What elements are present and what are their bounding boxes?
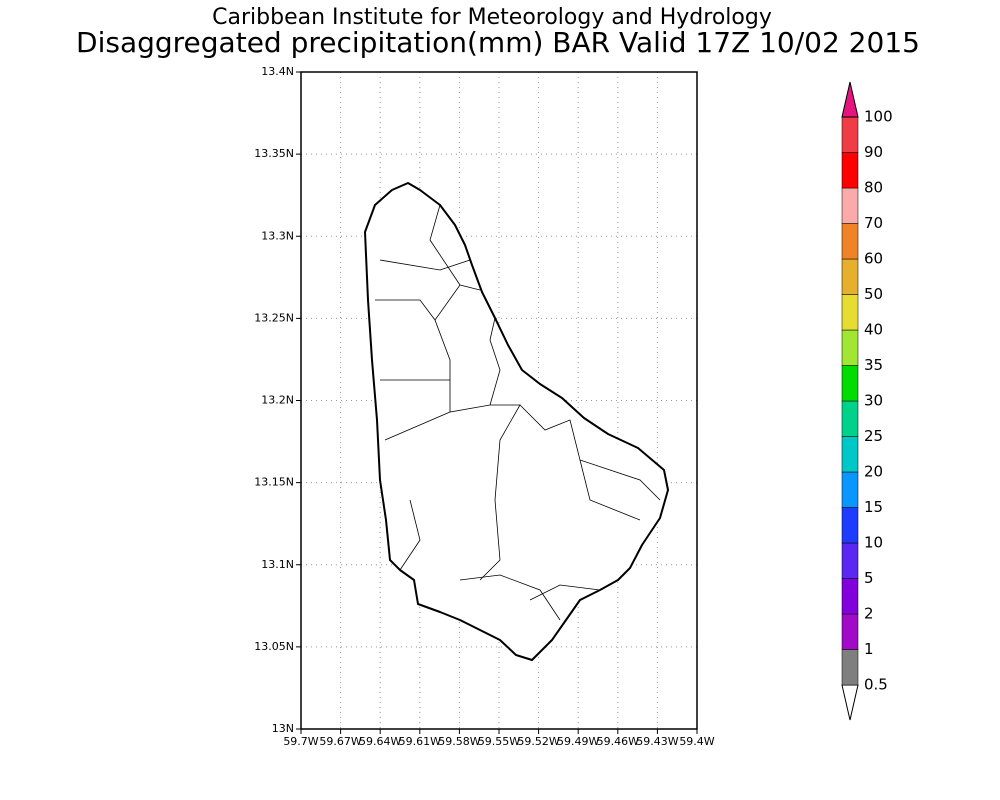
colorbar-under: [841, 684, 859, 721]
colorbar-segment: [841, 329, 859, 366]
x-tick-label: 59.55W: [478, 735, 520, 748]
y-tick-label: 13.15N: [254, 476, 294, 489]
colorbar-segment: [841, 613, 859, 650]
colorbar-segment: [841, 507, 859, 544]
colorbar-segment: [841, 294, 859, 331]
colorbar-label: 80: [864, 179, 883, 197]
colorbar-segment: [841, 471, 859, 508]
colorbar-segment: [841, 542, 859, 579]
title: Caribbean Institute for Meteorology and …: [212, 5, 772, 30]
colorbar-label: 30: [864, 392, 883, 410]
x-tick-label: 59.61W: [399, 735, 441, 748]
subtitle: Disaggregated precipitation(mm) BAR Vali…: [76, 26, 920, 59]
colorbar-label: 100: [864, 108, 893, 126]
x-tick-label: 59.49W: [557, 735, 599, 748]
colorbar-label: 70: [864, 214, 883, 232]
colorbar-label: 2: [864, 605, 874, 623]
x-tick-label: 59.7W: [283, 735, 318, 748]
colorbar-label: 10: [864, 534, 883, 552]
colorbar-segment: [841, 187, 859, 224]
colorbar-segment: [841, 649, 859, 686]
x-tick-label: 59.43W: [636, 735, 678, 748]
y-tick-label: 13.1N: [261, 558, 294, 571]
colorbar-segment: [841, 152, 859, 189]
x-tick-label: 59.4W: [679, 735, 714, 748]
colorbar-segment: [841, 436, 859, 473]
x-tick-label: 59.58W: [438, 735, 480, 748]
catchment-boundary: [379, 259, 601, 601]
x-tick-label: 59.46W: [597, 735, 639, 748]
colorbar-label: 1: [864, 640, 874, 658]
y-tick-label: 13N: [272, 722, 294, 735]
colorbar-segment: [841, 578, 859, 615]
colorbar-label: 90: [864, 143, 883, 161]
colorbar-label: 40: [864, 321, 883, 339]
island: [364, 182, 669, 661]
colorbar-label: 60: [864, 250, 883, 268]
colorbar-label: 25: [864, 427, 883, 445]
colorbar-label: 20: [864, 463, 883, 481]
x-tick-label: 59.52W: [517, 735, 559, 748]
colorbar-segment: [841, 258, 859, 295]
y-tick-label: 13.35N: [254, 147, 294, 160]
colorbar-label: 5: [864, 569, 874, 587]
colorbar-segment: [841, 223, 859, 260]
colorbar-segment: [841, 400, 859, 437]
colorbar-label: 50: [864, 285, 883, 303]
y-tick-label: 13.05N: [254, 640, 294, 653]
catchment-boundary: [429, 204, 521, 581]
colorbar-segment: [841, 116, 859, 153]
y-tick-label: 13.4N: [261, 65, 294, 78]
catchment-boundary: [375, 299, 641, 621]
colorbar-label: 0.5: [864, 676, 888, 694]
colorbar-label: 35: [864, 356, 883, 374]
y-tick-label: 13.2N: [261, 394, 294, 407]
coastline: [364, 182, 669, 661]
y-tick-label: 13.3N: [261, 229, 294, 242]
colorbar-label: 15: [864, 498, 883, 516]
x-tick-label: 59.64W: [359, 735, 401, 748]
y-tick-label: 13.25N: [254, 311, 294, 324]
x-tick-label: 59.67W: [319, 735, 361, 748]
colorbar-segment: [841, 365, 859, 402]
colorbar-over: [841, 81, 859, 118]
